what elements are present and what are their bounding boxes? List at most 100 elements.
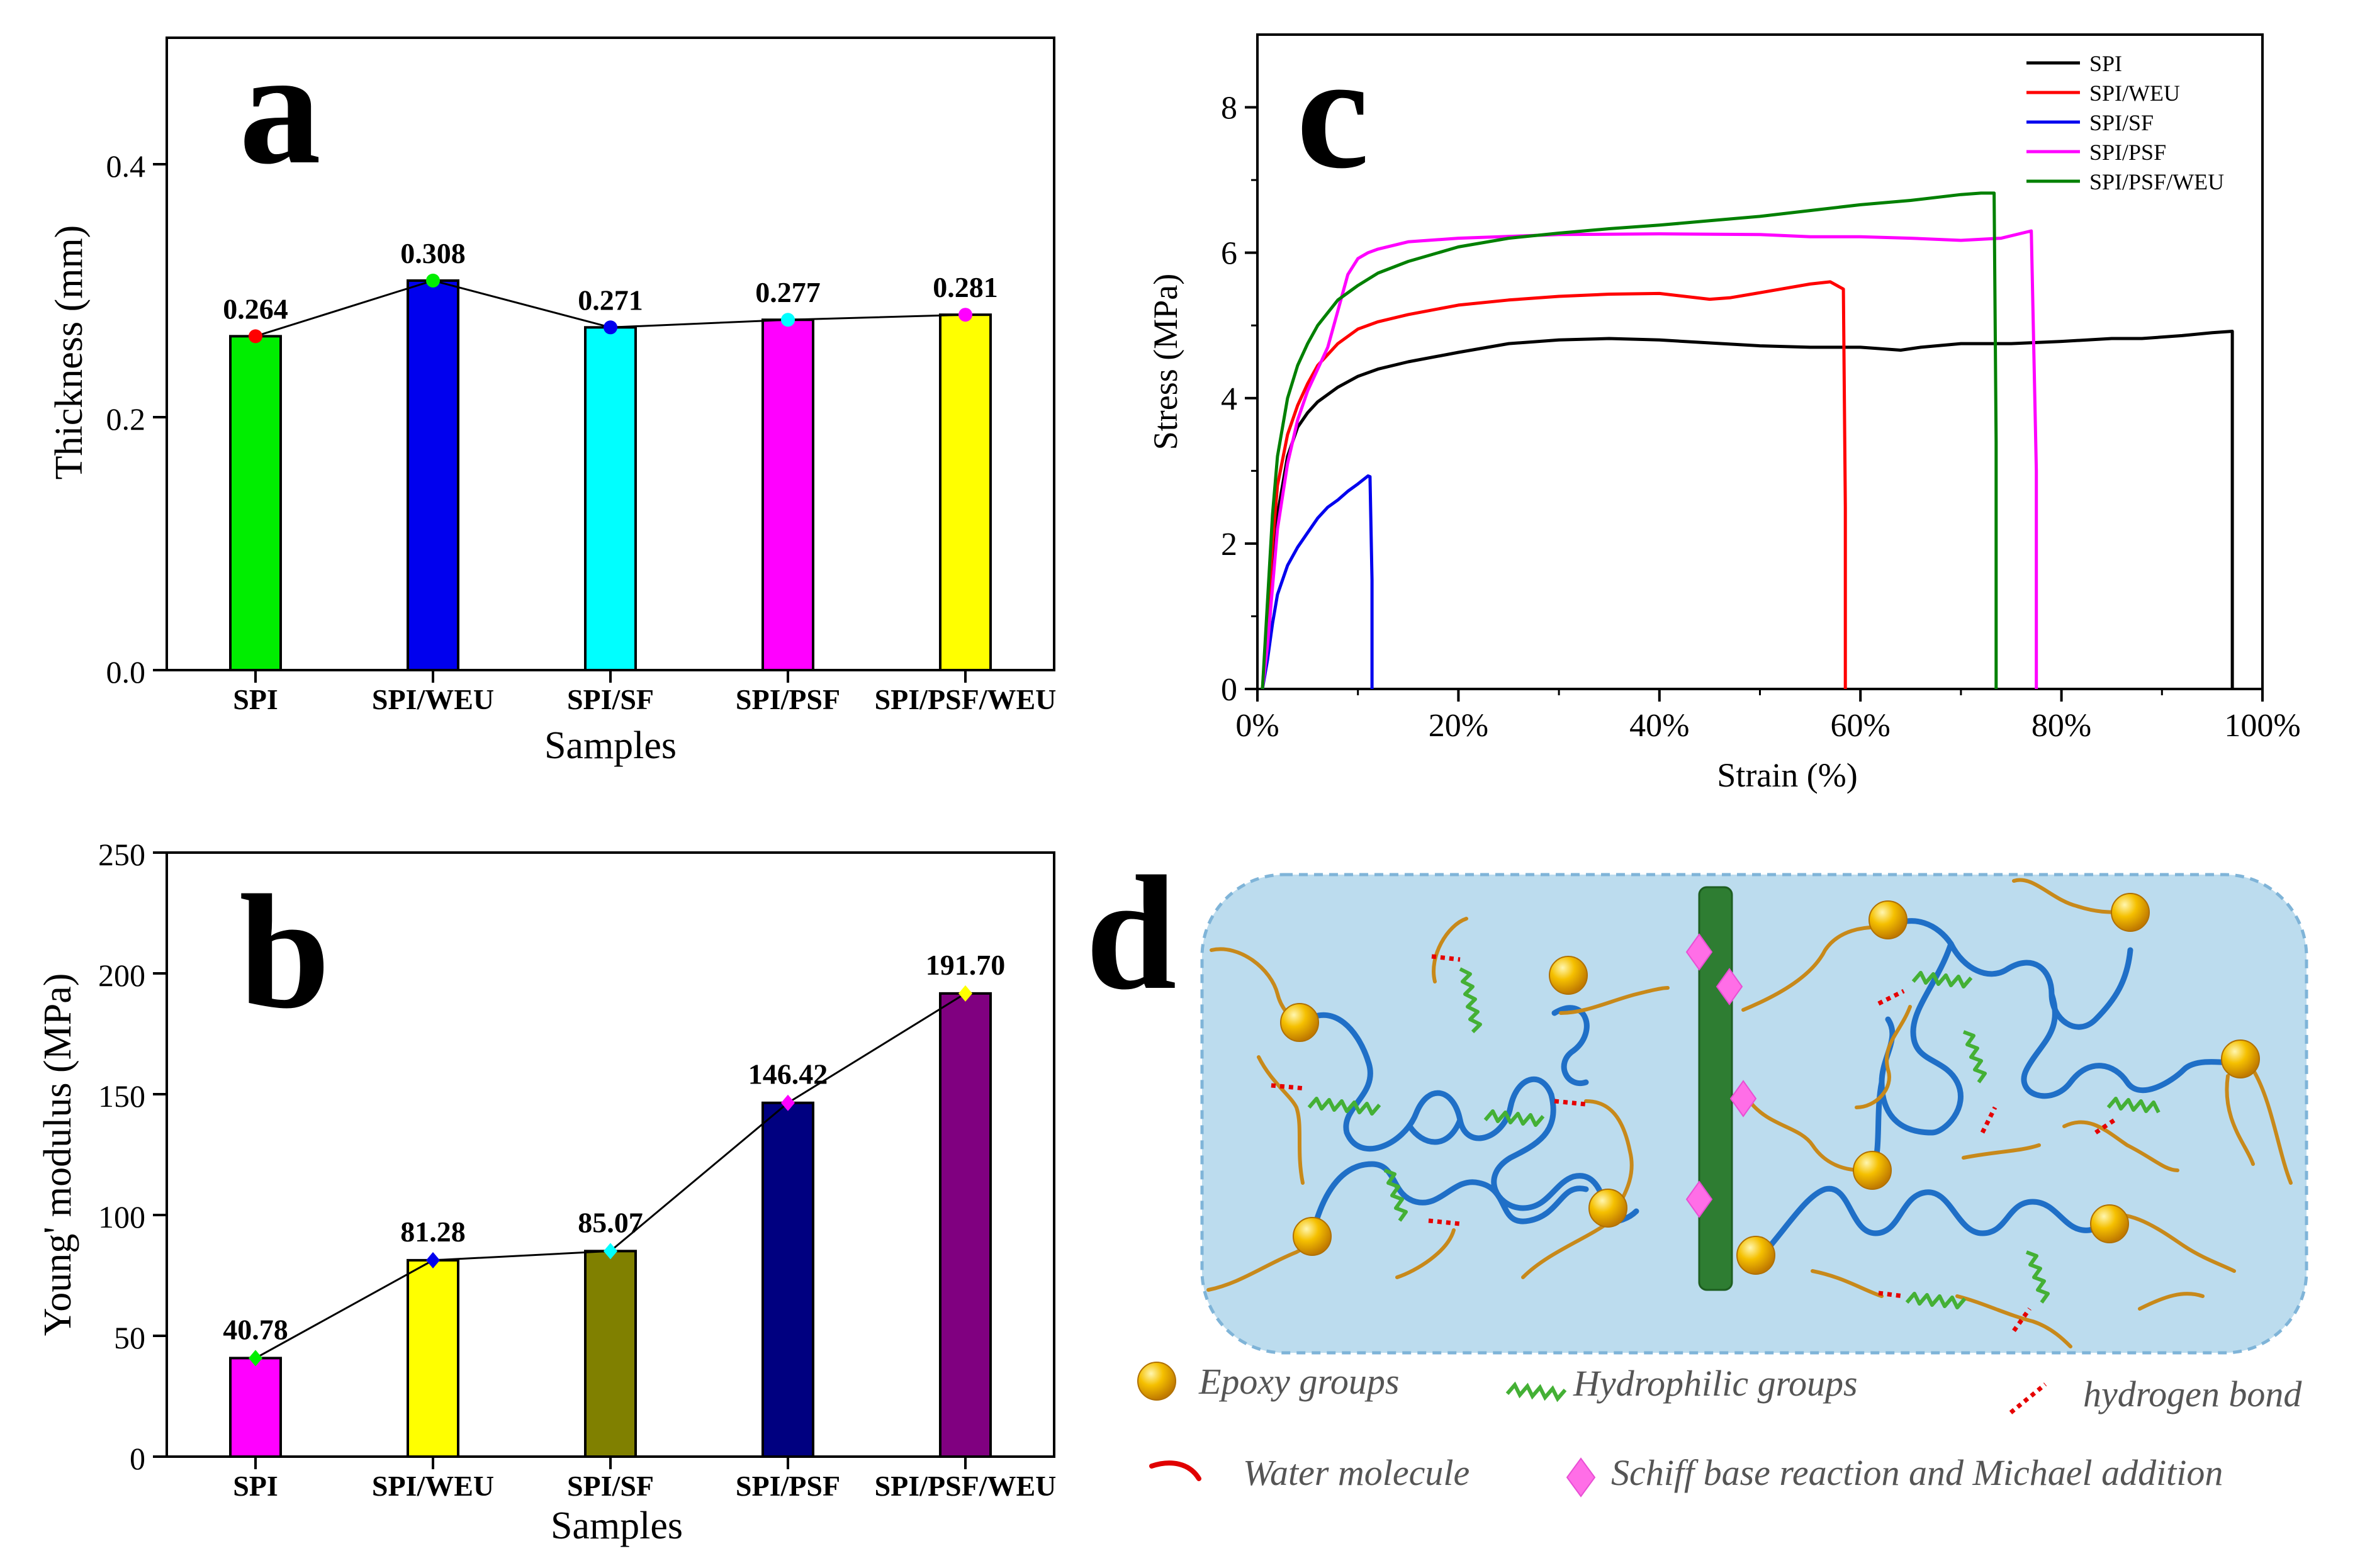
a-x-tick-label: SPI/SF	[567, 683, 654, 715]
a-bar	[407, 279, 459, 672]
legend-water-label: Water molecule	[1243, 1452, 1469, 1493]
panel-d-legend: Epoxy groups Hydrophilic groups hydrogen…	[1137, 1361, 2302, 1498]
panel-c-series	[1261, 191, 2234, 690]
legend-water-icon	[1149, 1460, 1201, 1481]
side-chain	[2225, 1074, 2255, 1166]
polymer-chain	[1551, 1005, 1590, 1087]
b-x-tick-label: SPI/SF	[567, 1470, 654, 1502]
polymer-chain	[2021, 991, 2244, 1099]
panel-b-x-ticks: SPI SPI/WEU SPI/SF SPI/PSF SPI/PSF/WEU	[233, 1457, 1056, 1502]
epoxy-ball	[1868, 900, 1908, 939]
a-point-marker	[604, 320, 617, 335]
b-x-tick-label: SPI/PSF/WEU	[875, 1470, 1057, 1502]
side-chain	[1955, 1294, 2072, 1348]
a-x-tick-label: SPI/PSF/WEU	[875, 683, 1057, 715]
polymer-chain	[1759, 1185, 2118, 1258]
c-x-tick-label: 0%	[1235, 708, 1279, 744]
a-point-marker	[781, 313, 795, 327]
a-bar	[229, 335, 282, 671]
c-y-tick-label: 4	[1221, 381, 1237, 417]
b-value-label: 81.28	[400, 1216, 466, 1248]
panel-a-bars	[229, 279, 992, 672]
a-x-tick-label: SPI/WEU	[372, 683, 494, 715]
panel-b-trend	[249, 985, 972, 1367]
hydrophilic-spring	[1307, 1097, 1381, 1116]
side-chains	[1206, 878, 2293, 1348]
a-value-label: 0.277	[755, 276, 821, 308]
panel-b-value-labels: 40.78 81.28 85.07 146.42 191.70	[223, 949, 1005, 1346]
panel-b-chart: b 0 50 100 150 200 250 SPI SPI/WEU SPI/SF SPI/PS…	[37, 837, 1056, 1547]
panel-a-trend	[249, 273, 972, 344]
schiff-diamond	[1729, 1080, 1757, 1117]
b-y-tick-label: 0	[130, 1441, 145, 1476]
b-y-tick-label: 50	[114, 1320, 145, 1355]
c-x-tick-label: 40%	[1629, 708, 1689, 744]
panel-a-y-ticks: 0.0 0.2 0.4	[106, 148, 167, 690]
side-chain	[1257, 1055, 1305, 1185]
hydrophilic-spring	[1483, 1109, 1545, 1127]
c-legend-label: SPI/WEU	[2089, 81, 2180, 106]
hydrogen-bond	[1878, 1291, 1904, 1299]
schiff-diamond	[1716, 968, 1743, 1005]
c-legend-label: SPI/PSF	[2089, 140, 2166, 165]
b-bar	[939, 992, 992, 1458]
c-legend-label: SPI	[2089, 51, 2122, 76]
schiff-diamond	[1685, 933, 1713, 971]
polymer-chains	[1300, 918, 2244, 1258]
legend-hydrophilic-label: Hydrophilic groups	[1573, 1363, 1858, 1404]
a-point-marker	[426, 273, 440, 288]
side-chain	[1748, 1099, 1865, 1172]
hydrophilic-spring	[1459, 967, 1482, 1034]
b-value-label: 146.42	[748, 1058, 828, 1090]
panel-a-x-axis-title: Samples	[544, 724, 677, 767]
side-chain	[1855, 1005, 1912, 1109]
epoxy-ball	[1280, 1003, 1319, 1042]
b-bar	[229, 1357, 282, 1458]
panel-c-x-axis-title: Strain (%)	[1717, 756, 1857, 794]
panel-b-x-axis-title: Samples	[551, 1504, 683, 1547]
b-x-tick-label: SPI/WEU	[372, 1470, 494, 1502]
a-x-tick-label: SPI	[233, 683, 278, 715]
b-point-marker	[781, 1094, 795, 1111]
c-series-line	[1261, 330, 2234, 690]
panel-a-label: a	[239, 17, 321, 198]
c-series-line	[1261, 229, 2038, 690]
side-chain	[1521, 1219, 1613, 1279]
b-y-tick-label: 100	[98, 1199, 145, 1235]
legend-hbond-label: hydrogen bond	[2083, 1374, 2302, 1414]
a-bar	[939, 313, 992, 671]
legend-hydrophilic-icon	[1505, 1381, 1567, 1403]
polymer-chain	[1491, 1092, 1611, 1224]
b-value-label: 191.70	[926, 949, 1006, 981]
c-series-line	[1261, 191, 1998, 690]
b-value-label: 40.78	[223, 1313, 288, 1345]
panel-a-y-axis-title: Thickness (mm)	[48, 225, 91, 480]
hydrophilic-spring	[2025, 1250, 2050, 1304]
a-y-tick-label: 0.4	[106, 148, 146, 184]
epoxy-ball	[1853, 1151, 1892, 1190]
c-x-tick-label: 20%	[1429, 708, 1488, 744]
epoxy-groups	[1280, 893, 2260, 1275]
c-legend-label: SPI/SF	[2089, 110, 2154, 135]
b-bar	[584, 1250, 637, 1458]
polymer-chain	[1300, 1012, 1554, 1152]
hydrogen-bonds	[1271, 954, 2116, 1333]
epoxy-ball	[2090, 1204, 2129, 1243]
b-value-label: 85.07	[578, 1206, 643, 1238]
b-y-tick-label: 150	[98, 1078, 145, 1114]
panel-c-y-axis-title: Stress (MPa)	[1147, 274, 1184, 451]
legend-epoxy-label: Epoxy groups	[1198, 1361, 1399, 1402]
legend-epoxy-icon	[1137, 1362, 1176, 1401]
network-background	[1200, 873, 2308, 1355]
a-y-tick-label: 0.0	[106, 654, 146, 690]
a-value-label: 0.271	[578, 284, 643, 316]
c-y-tick-label: 8	[1221, 91, 1237, 126]
side-chain	[1962, 1143, 2041, 1160]
panel-c-legend: SPI SPI/WEU SPI/SF SPI/PSF SPI/PSF/WEU	[2026, 51, 2224, 194]
epoxy-ball	[2111, 893, 2150, 932]
a-value-label: 0.281	[933, 271, 998, 303]
b-point-marker	[249, 1350, 262, 1367]
side-chain	[2012, 878, 2129, 914]
side-chain	[1741, 925, 1890, 1012]
side-chain	[1395, 1228, 1456, 1279]
